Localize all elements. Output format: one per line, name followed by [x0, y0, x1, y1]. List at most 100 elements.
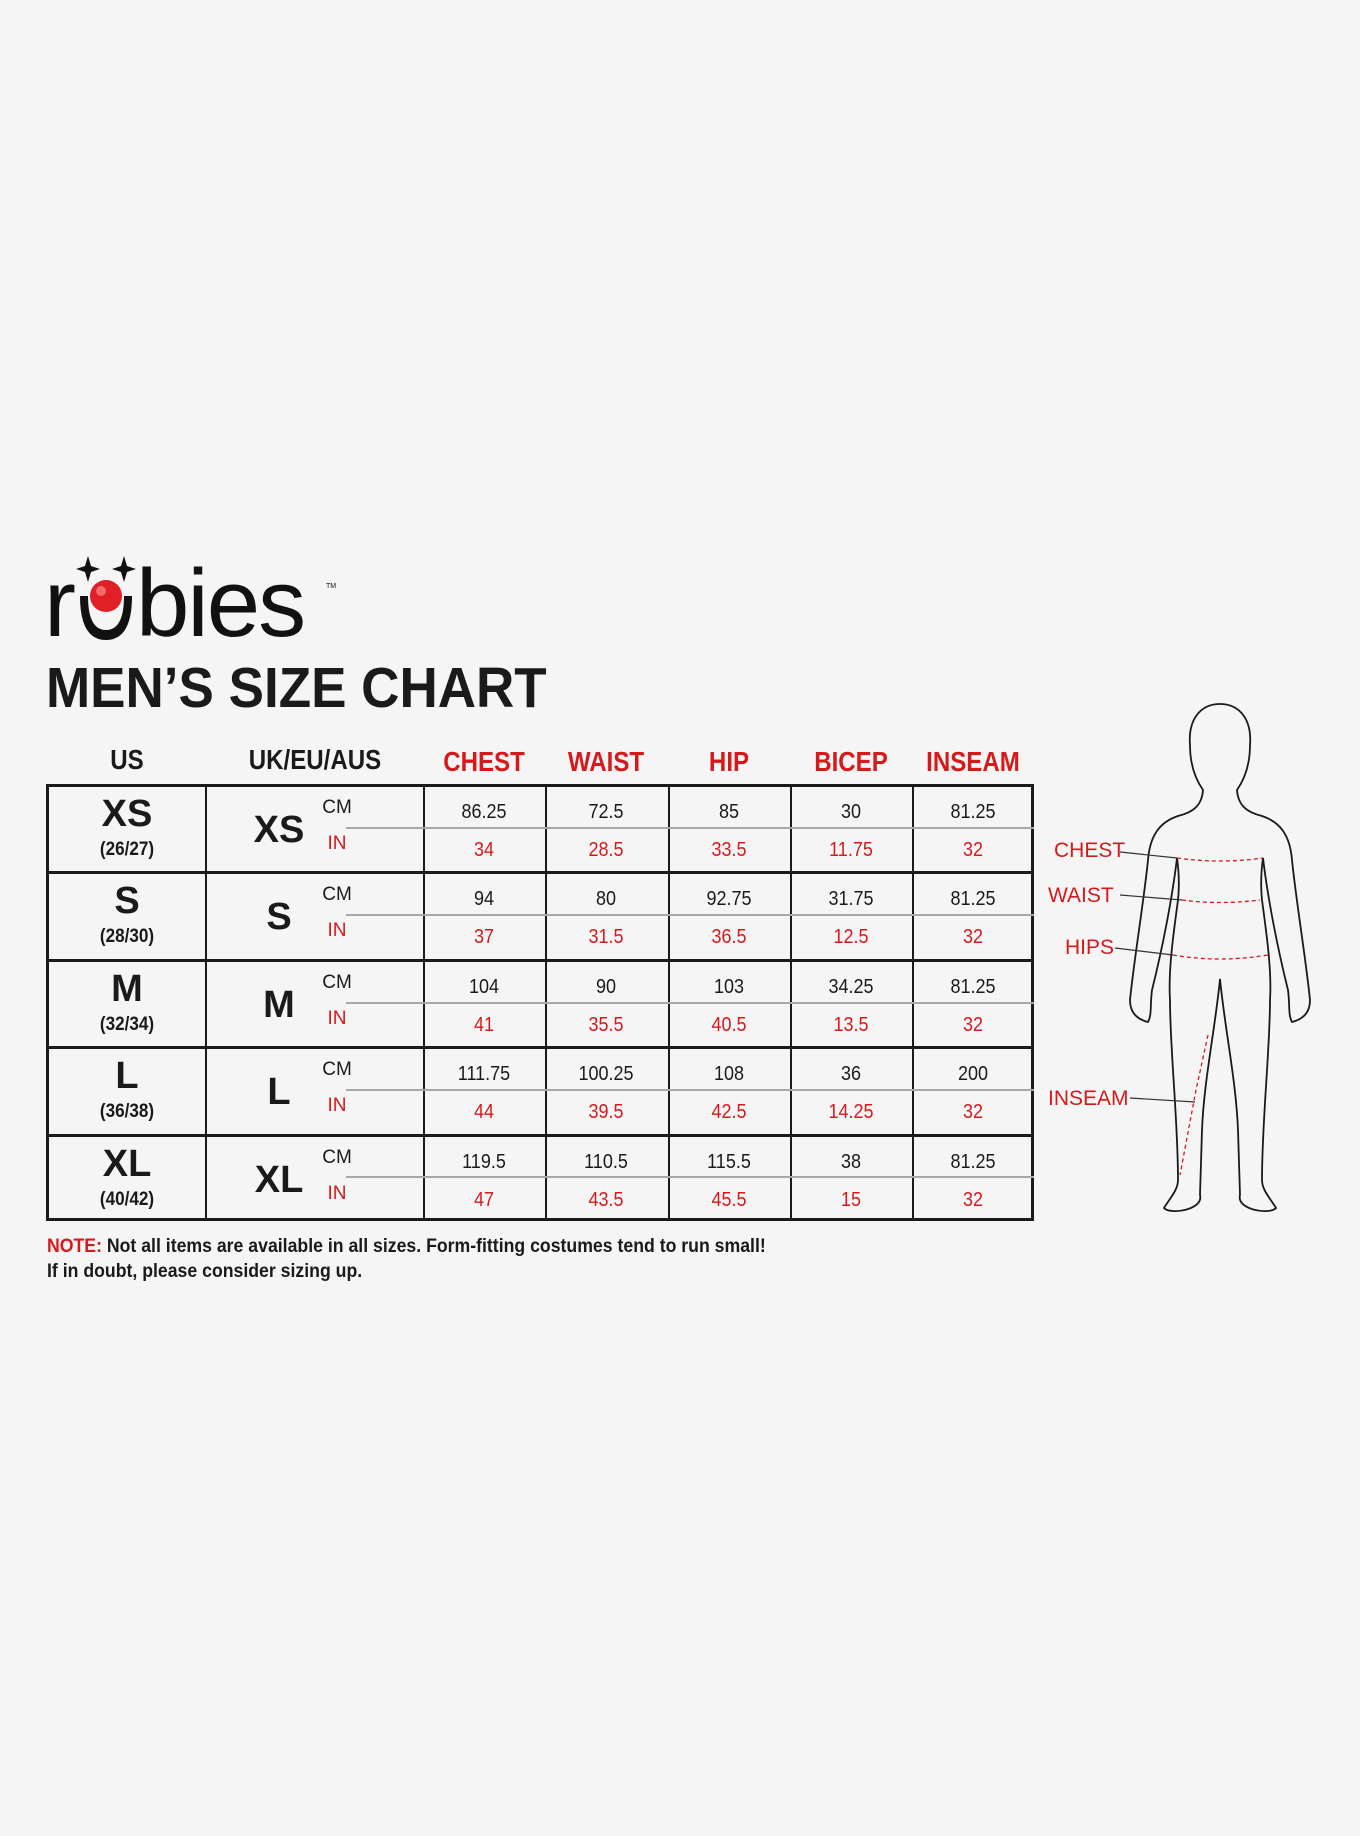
cm-value: 31.75: [828, 888, 874, 911]
us-size-numeric: (26/27): [99, 839, 155, 860]
waist-measure-line: [1181, 899, 1261, 904]
cm-value: 200: [957, 1063, 989, 1086]
human-body-outline: [1129, 703, 1311, 1212]
cm-value: 72.5: [588, 801, 624, 823]
cm-value: 80: [595, 888, 617, 911]
cm-value: 81.25: [950, 975, 996, 998]
in-value: 40.5: [711, 1013, 747, 1036]
cm-value: 115.5: [707, 1150, 751, 1173]
in-value: 47: [473, 1188, 495, 1211]
in-value: 33.5: [711, 839, 747, 861]
cm-value: 34.25: [828, 975, 874, 998]
in-value: 32: [962, 839, 984, 861]
figure-label-waist: WAIST: [1048, 884, 1114, 907]
cm-value: 36: [840, 1063, 862, 1086]
in-value: 45.5: [711, 1188, 747, 1211]
row-divider: [49, 871, 1031, 875]
header-hip: HIP: [708, 746, 750, 777]
uk-size-label: M: [263, 983, 295, 1026]
figure-label-inseam: INSEAM: [1048, 1087, 1129, 1110]
hips-measure-line: [1172, 954, 1269, 960]
unit-divider: [346, 826, 1034, 829]
cm-value: 86.25: [461, 801, 507, 823]
note-line-1: Not all items are available in all sizes…: [101, 1236, 766, 1257]
unit-label-cm: CM: [322, 1059, 352, 1081]
in-value: 31.5: [588, 926, 624, 949]
cm-value: 119.5: [462, 1150, 506, 1173]
unit-label-cm: CM: [322, 797, 352, 818]
waist-pointer: [1119, 894, 1183, 901]
in-value: 32: [962, 1188, 984, 1211]
unit-label-in: IN: [327, 1095, 347, 1117]
svg-text:r: r: [44, 550, 76, 648]
in-value: 11.75: [829, 839, 873, 861]
row-divider: [49, 1133, 1031, 1137]
rubies-logo: r bies TM: [44, 548, 344, 648]
sparkle-icon: [76, 556, 100, 582]
us-size-numeric: (28/30): [99, 926, 155, 948]
inseam-measure-line: [1179, 1034, 1209, 1176]
cm-value: 85: [718, 801, 740, 823]
in-value: 13.5: [833, 1013, 869, 1036]
in-value: 37: [473, 926, 495, 949]
smile-shape: [80, 596, 132, 640]
unit-divider: [346, 1001, 1034, 1004]
in-value: 12.5: [833, 926, 869, 949]
cm-value: 92.75: [706, 888, 752, 911]
cm-value: 111.75: [457, 1063, 511, 1086]
unit-label-in: IN: [327, 920, 347, 942]
in-value: 34: [473, 839, 495, 861]
uk-size-label: L: [267, 1071, 291, 1114]
figure-label-hips: HIPS: [1065, 936, 1115, 959]
in-value: 35.5: [588, 1013, 624, 1036]
cm-value: 38: [840, 1150, 862, 1173]
row-divider: [49, 1046, 1031, 1050]
uk-size-label: S: [266, 896, 292, 939]
in-value: 41: [473, 1013, 495, 1036]
cm-value: 81.25: [950, 1150, 996, 1173]
header-us: US: [110, 744, 144, 775]
chest-pointer: [1119, 851, 1178, 859]
in-value: 39.5: [588, 1101, 624, 1124]
unit-divider: [346, 1088, 1034, 1091]
header-chest: CHEST: [443, 746, 525, 777]
cm-value: 81.25: [950, 801, 996, 823]
note-line-2: If in doubt, please consider sizing up.: [47, 1261, 363, 1282]
unit-divider: [346, 1176, 1034, 1179]
column-divider: [205, 787, 207, 1218]
unit-label-cm: CM: [322, 971, 352, 993]
chest-measure-line: [1176, 857, 1264, 862]
in-value: 32: [962, 926, 984, 949]
uk-size-label: XS: [253, 809, 305, 851]
cm-value: 108: [713, 1063, 745, 1086]
in-value: 32: [962, 1013, 984, 1036]
in-value: 28.5: [588, 839, 624, 861]
header-inseam: INSEAM: [926, 746, 1020, 777]
row-divider: [49, 958, 1031, 962]
uk-size-label: XL: [254, 1158, 304, 1201]
us-size-label: XS: [101, 793, 153, 835]
note-label: NOTE:: [47, 1236, 102, 1257]
us-size-label: S: [114, 880, 140, 923]
us-size-numeric: (40/42): [99, 1188, 155, 1210]
header-uk-eu-aus: UK/EU/AUS: [248, 744, 382, 775]
hips-pointer: [1114, 947, 1174, 956]
cm-value: 100.25: [578, 1063, 634, 1086]
cm-value: 30: [840, 801, 862, 823]
header-bicep: BICEP: [814, 746, 888, 777]
in-value: 44: [473, 1101, 495, 1124]
unit-label-in: IN: [327, 1182, 347, 1204]
us-size-numeric: (36/38): [99, 1101, 155, 1123]
in-value: 36.5: [711, 926, 747, 949]
in-value: 15: [840, 1188, 862, 1211]
sparkle-icon: [112, 556, 136, 582]
size-note: NOTE: Not all items are available in all…: [47, 1234, 766, 1284]
in-value: 14.25: [828, 1101, 874, 1124]
cm-value: 103: [713, 975, 745, 998]
unit-divider: [346, 914, 1034, 917]
unit-label-cm: CM: [322, 884, 352, 906]
in-value: 42.5: [711, 1101, 747, 1124]
in-value: 32: [962, 1101, 984, 1124]
logo-graphic: r bies TM: [44, 550, 336, 648]
